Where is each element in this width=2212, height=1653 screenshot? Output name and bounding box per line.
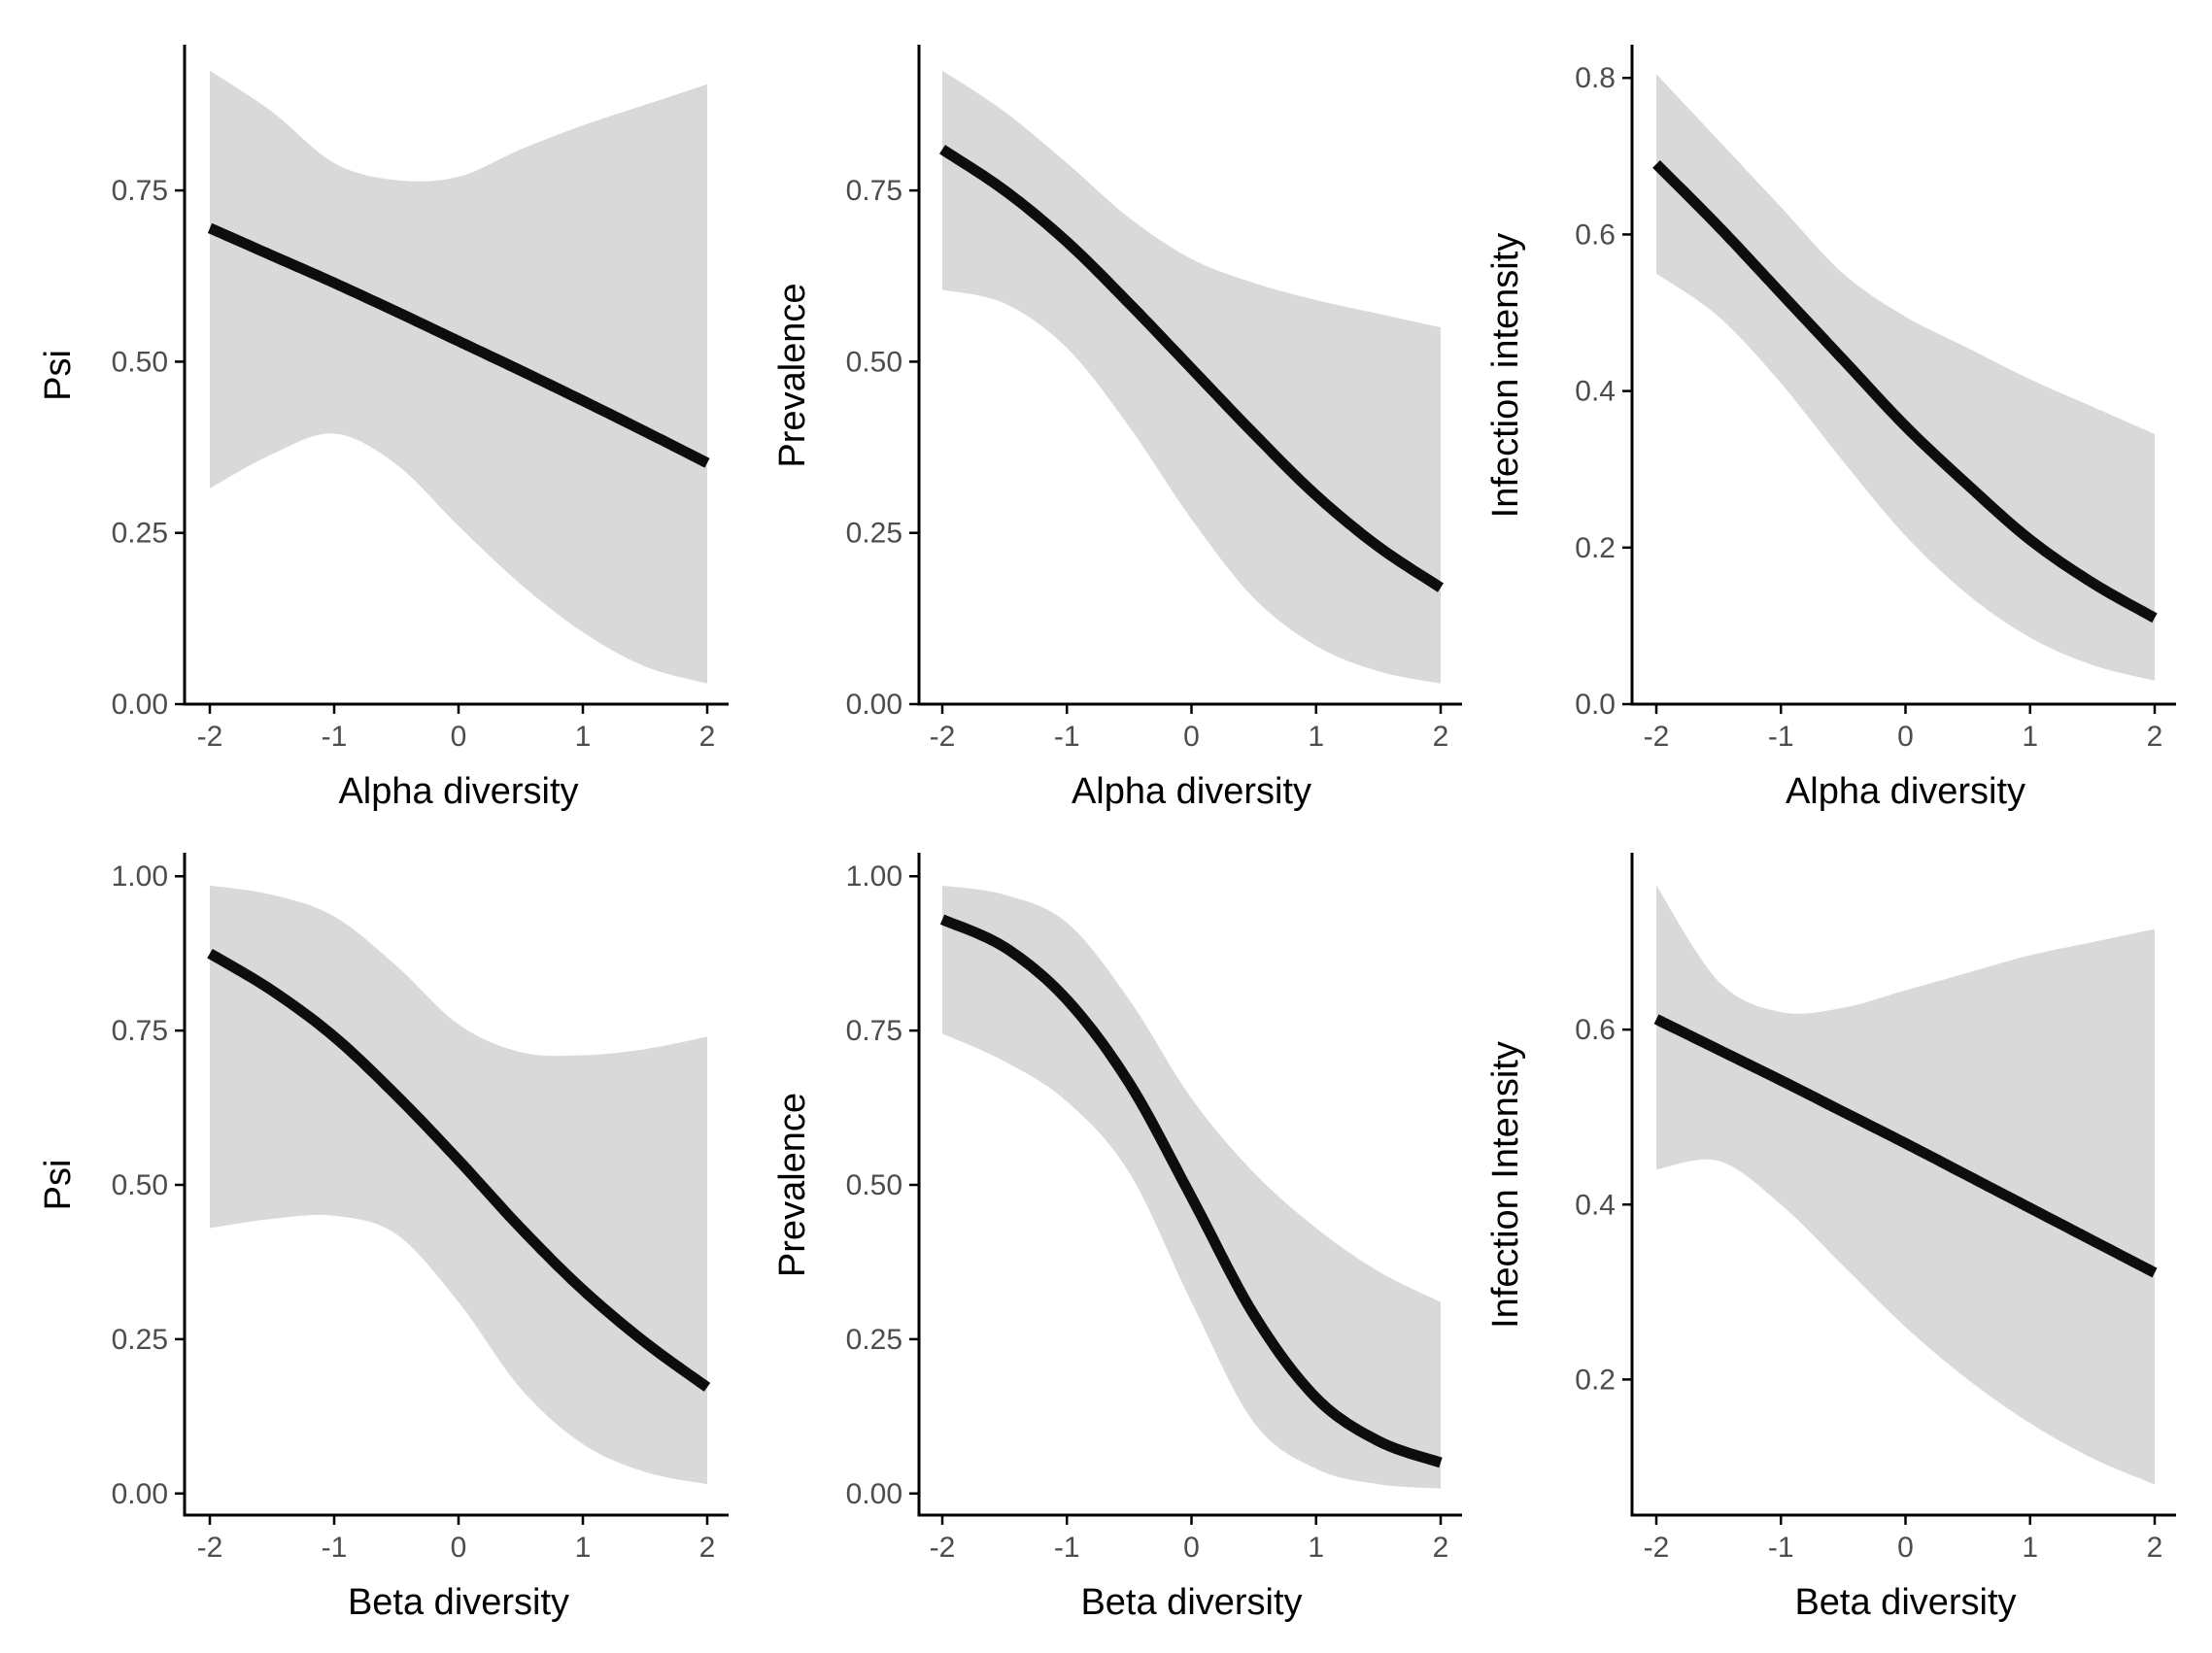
x-tick-label: 2 bbox=[699, 721, 716, 753]
x-tick-label: 2 bbox=[1433, 1532, 1449, 1564]
x-axis-title: Alpha diversity bbox=[1072, 771, 1311, 812]
y-tick-label: 0.4 bbox=[1575, 376, 1616, 408]
panel-bottom-right: -2 -1 0 1 2 0.2 0.4 0.6 Beta diversity Infection … bbox=[1485, 853, 2176, 1623]
confidence-ribbon bbox=[942, 70, 1441, 684]
y-tick-label: 0.8 bbox=[1575, 62, 1616, 94]
x-tick-label: 0 bbox=[1183, 1532, 1200, 1564]
x-axis-title: Alpha diversity bbox=[1786, 771, 2025, 812]
y-tick-label: 0.25 bbox=[112, 518, 168, 550]
y-tick-label: 0.25 bbox=[846, 518, 902, 550]
x-tick-label: 0 bbox=[451, 721, 467, 753]
x-axis-title: Alpha diversity bbox=[338, 771, 578, 812]
x-tick-label: 2 bbox=[2147, 721, 2163, 753]
y-tick-label: 0.2 bbox=[1575, 1364, 1616, 1396]
x-tick-label: -2 bbox=[1644, 1532, 1670, 1564]
y-tick-label: 0.50 bbox=[846, 346, 902, 378]
x-tick-label: -1 bbox=[322, 1532, 348, 1564]
panel-top-middle: -2 -1 0 1 2 0.00 0.25 0.50 0.75 Alpha diversity Pr… bbox=[772, 45, 1462, 812]
y-tick-label: 0.25 bbox=[846, 1324, 902, 1356]
x-tick-label: 1 bbox=[575, 1532, 592, 1564]
fitted-line bbox=[939, 914, 1444, 1468]
x-tick-label: -1 bbox=[1768, 1532, 1794, 1564]
x-axis-title: Beta diversity bbox=[348, 1582, 569, 1623]
panel-top-right: -2 -1 0 1 2 0.0 0.2 0.4 0.6 0.8 Alpha diversity Inf… bbox=[1485, 45, 2176, 812]
y-tick-label: 0.75 bbox=[112, 175, 168, 207]
y-axis-title: Infection Intensity bbox=[1485, 1041, 1526, 1329]
y-tick-label: 0.50 bbox=[846, 1169, 902, 1201]
y-tick-label: 0.6 bbox=[1575, 219, 1616, 251]
x-tick-label: -1 bbox=[322, 721, 348, 753]
x-tick-label: -2 bbox=[930, 1532, 956, 1564]
confidence-ribbon bbox=[210, 70, 707, 684]
x-tick-label: 2 bbox=[1433, 721, 1449, 753]
x-tick-label: 1 bbox=[1308, 1532, 1324, 1564]
y-tick-label: 0.75 bbox=[846, 175, 902, 207]
y-tick-label: 0.00 bbox=[846, 1478, 902, 1510]
y-tick-label: 0.25 bbox=[112, 1324, 168, 1356]
y-tick-label: 0.0 bbox=[1575, 689, 1616, 721]
x-tick-label: 2 bbox=[2147, 1532, 2163, 1564]
x-tick-label: -1 bbox=[1054, 721, 1080, 753]
y-tick-label: 0.75 bbox=[112, 1015, 168, 1047]
confidence-ribbon bbox=[1656, 885, 2155, 1485]
fitted-line bbox=[1653, 1014, 2158, 1278]
x-tick-label: -2 bbox=[1644, 721, 1670, 753]
x-tick-label: 1 bbox=[575, 721, 592, 753]
y-tick-label: 0.00 bbox=[846, 689, 902, 721]
y-axis-title: Psi bbox=[38, 350, 79, 401]
y-axis-title: Psi bbox=[38, 1160, 79, 1211]
panel-bottom-middle: -2 -1 0 1 2 0.00 0.25 0.50 0.75 1.00 Beta diversit… bbox=[772, 853, 1462, 1623]
x-tick-label: -1 bbox=[1768, 721, 1794, 753]
confidence-ribbon bbox=[1656, 74, 2155, 681]
x-tick-label: 0 bbox=[1183, 721, 1200, 753]
x-tick-label: 1 bbox=[2022, 1532, 2038, 1564]
x-tick-label: 1 bbox=[1308, 721, 1324, 753]
fitted-line bbox=[207, 222, 710, 468]
x-tick-label: 1 bbox=[2022, 721, 2038, 753]
y-axis-title: Infection intensity bbox=[1485, 233, 1526, 519]
x-tick-label: 0 bbox=[1897, 1532, 1914, 1564]
confidence-ribbon bbox=[210, 885, 707, 1485]
panel-bottom-left: -2 -1 0 1 2 0.00 0.25 0.50 0.75 1.00 Beta diversit… bbox=[38, 853, 729, 1623]
x-axis-title: Beta diversity bbox=[1794, 1582, 2016, 1623]
y-axis-title: Prevalence bbox=[772, 283, 813, 467]
x-tick-label: -2 bbox=[930, 721, 956, 753]
y-tick-label: 1.00 bbox=[112, 860, 168, 893]
fitted-line bbox=[1652, 160, 2158, 624]
y-tick-label: 0.00 bbox=[112, 689, 168, 721]
fitted-line bbox=[939, 145, 1444, 592]
y-tick-label: 1.00 bbox=[846, 860, 902, 893]
y-tick-label: 0.75 bbox=[846, 1015, 902, 1047]
x-tick-label: -1 bbox=[1054, 1532, 1080, 1564]
x-tick-label: 0 bbox=[451, 1532, 467, 1564]
fitted-line bbox=[207, 948, 711, 1392]
y-axis-title: Prevalence bbox=[772, 1093, 813, 1277]
y-tick-label: 0.4 bbox=[1575, 1189, 1616, 1221]
y-tick-label: 0.2 bbox=[1575, 532, 1616, 564]
x-tick-label: 0 bbox=[1897, 721, 1914, 753]
y-tick-label: 0.6 bbox=[1575, 1014, 1616, 1046]
x-tick-label: -2 bbox=[197, 721, 223, 753]
x-tick-label: -2 bbox=[197, 1532, 223, 1564]
y-tick-label: 0.50 bbox=[112, 346, 168, 378]
panel-top-left: -2 -1 0 1 2 0.00 0.25 0.50 0.75 Alpha diversity Ps… bbox=[38, 45, 729, 812]
x-axis-title: Beta diversity bbox=[1080, 1582, 1302, 1623]
y-tick-label: 0.50 bbox=[112, 1169, 168, 1201]
y-tick-label: 0.00 bbox=[112, 1478, 168, 1510]
x-tick-label: 2 bbox=[699, 1532, 716, 1564]
